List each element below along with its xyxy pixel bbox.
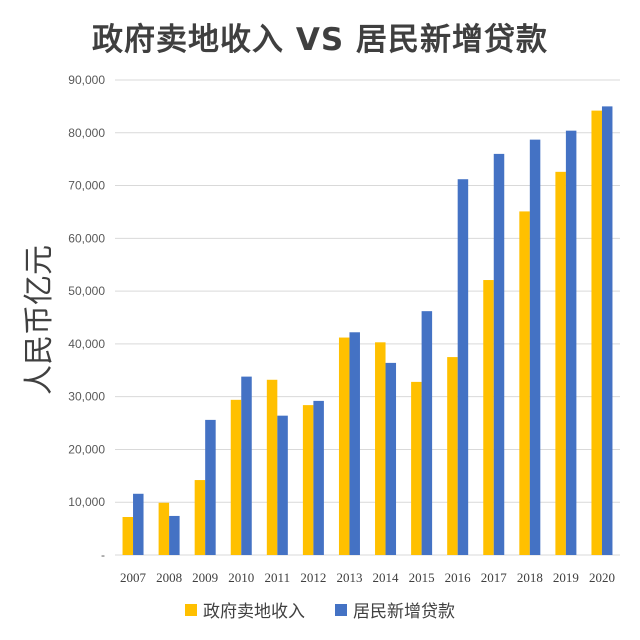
y-tick-label: 80,000 <box>68 126 105 140</box>
x-tick-label: 2019 <box>553 570 579 585</box>
bar-household-loans-2012 <box>313 400 324 555</box>
bar-land-revenue-2008 <box>158 502 170 555</box>
x-tick-label: 2010 <box>228 570 254 585</box>
x-tick-label: 2015 <box>409 570 435 585</box>
y-tick-label: - <box>101 548 105 562</box>
x-tick-label: 2009 <box>192 570 218 585</box>
bar-land-revenue-2009 <box>194 480 206 555</box>
x-tick-label: 2014 <box>373 570 400 585</box>
bar-household-loans-2010 <box>241 376 252 555</box>
bar-household-loans-2015 <box>421 311 433 555</box>
bar-household-loans-2013 <box>349 332 360 555</box>
chart-title: 政府卖地收入 VS 居民新增贷款 <box>92 22 548 58</box>
y-tick-label: 20,000 <box>68 442 105 456</box>
bar-land-revenue-2007 <box>122 517 134 555</box>
bar-land-revenue-2015 <box>411 381 422 555</box>
bar-household-loans-2007 <box>133 493 144 555</box>
y-tick-label: 50,000 <box>68 284 105 298</box>
bar-household-loans-2009 <box>205 419 216 555</box>
bar-household-loans-2019 <box>565 130 577 555</box>
x-tick-label: 2020 <box>589 570 615 585</box>
legend-item-land-revenue: 政府卖地收入 <box>185 597 305 622</box>
bar-household-loans-2011 <box>277 415 288 555</box>
y-tick-label: 40,000 <box>68 337 105 351</box>
bar-household-loans-2008 <box>169 515 180 555</box>
bar-household-loans-2016 <box>457 179 469 555</box>
x-tick-label: 2008 <box>156 570 182 585</box>
legend-item-household-loans: 居民新增贷款 <box>335 597 455 622</box>
bar-land-revenue-2011 <box>266 379 278 555</box>
bar-land-revenue-2014 <box>375 342 386 555</box>
bar-land-revenue-2010 <box>230 399 242 555</box>
bar-land-revenue-2017 <box>483 280 494 555</box>
bar-land-revenue-2020 <box>591 110 602 555</box>
legend-label-household-loans: 居民新增贷款 <box>353 602 455 622</box>
bar-household-loans-2017 <box>493 153 505 555</box>
legend: 政府卖地收入 居民新增贷款 <box>0 597 640 622</box>
bar-land-revenue-2019 <box>555 171 566 556</box>
legend-label-land-revenue: 政府卖地收入 <box>203 602 305 622</box>
y-tick-label: 30,000 <box>68 390 105 404</box>
x-tick-label: 2017 <box>481 570 508 585</box>
bar-household-loans-2018 <box>529 139 541 555</box>
bar-household-loans-2020 <box>601 106 613 555</box>
x-tick-label: 2012 <box>300 570 326 585</box>
bar-land-revenue-2018 <box>519 211 530 555</box>
x-tick-label: 2007 <box>120 570 147 585</box>
bar-household-loans-2014 <box>385 362 397 555</box>
y-tick-label: 10,000 <box>68 495 105 509</box>
y-tick-label: 90,000 <box>68 73 105 87</box>
x-tick-label: 2013 <box>336 570 362 585</box>
y-tick-label: 60,000 <box>68 231 105 245</box>
bar-land-revenue-2016 <box>447 357 458 555</box>
legend-swatch-household-loans <box>335 603 347 616</box>
bar-land-revenue-2012 <box>302 405 314 555</box>
x-tick-label: 2018 <box>517 570 543 585</box>
bar-land-revenue-2013 <box>338 337 350 555</box>
y-tick-label: 70,000 <box>68 179 105 193</box>
x-tick-label: 2011 <box>265 570 291 585</box>
x-tick-label: 2016 <box>445 570 472 585</box>
legend-swatch-land-revenue <box>185 603 197 616</box>
